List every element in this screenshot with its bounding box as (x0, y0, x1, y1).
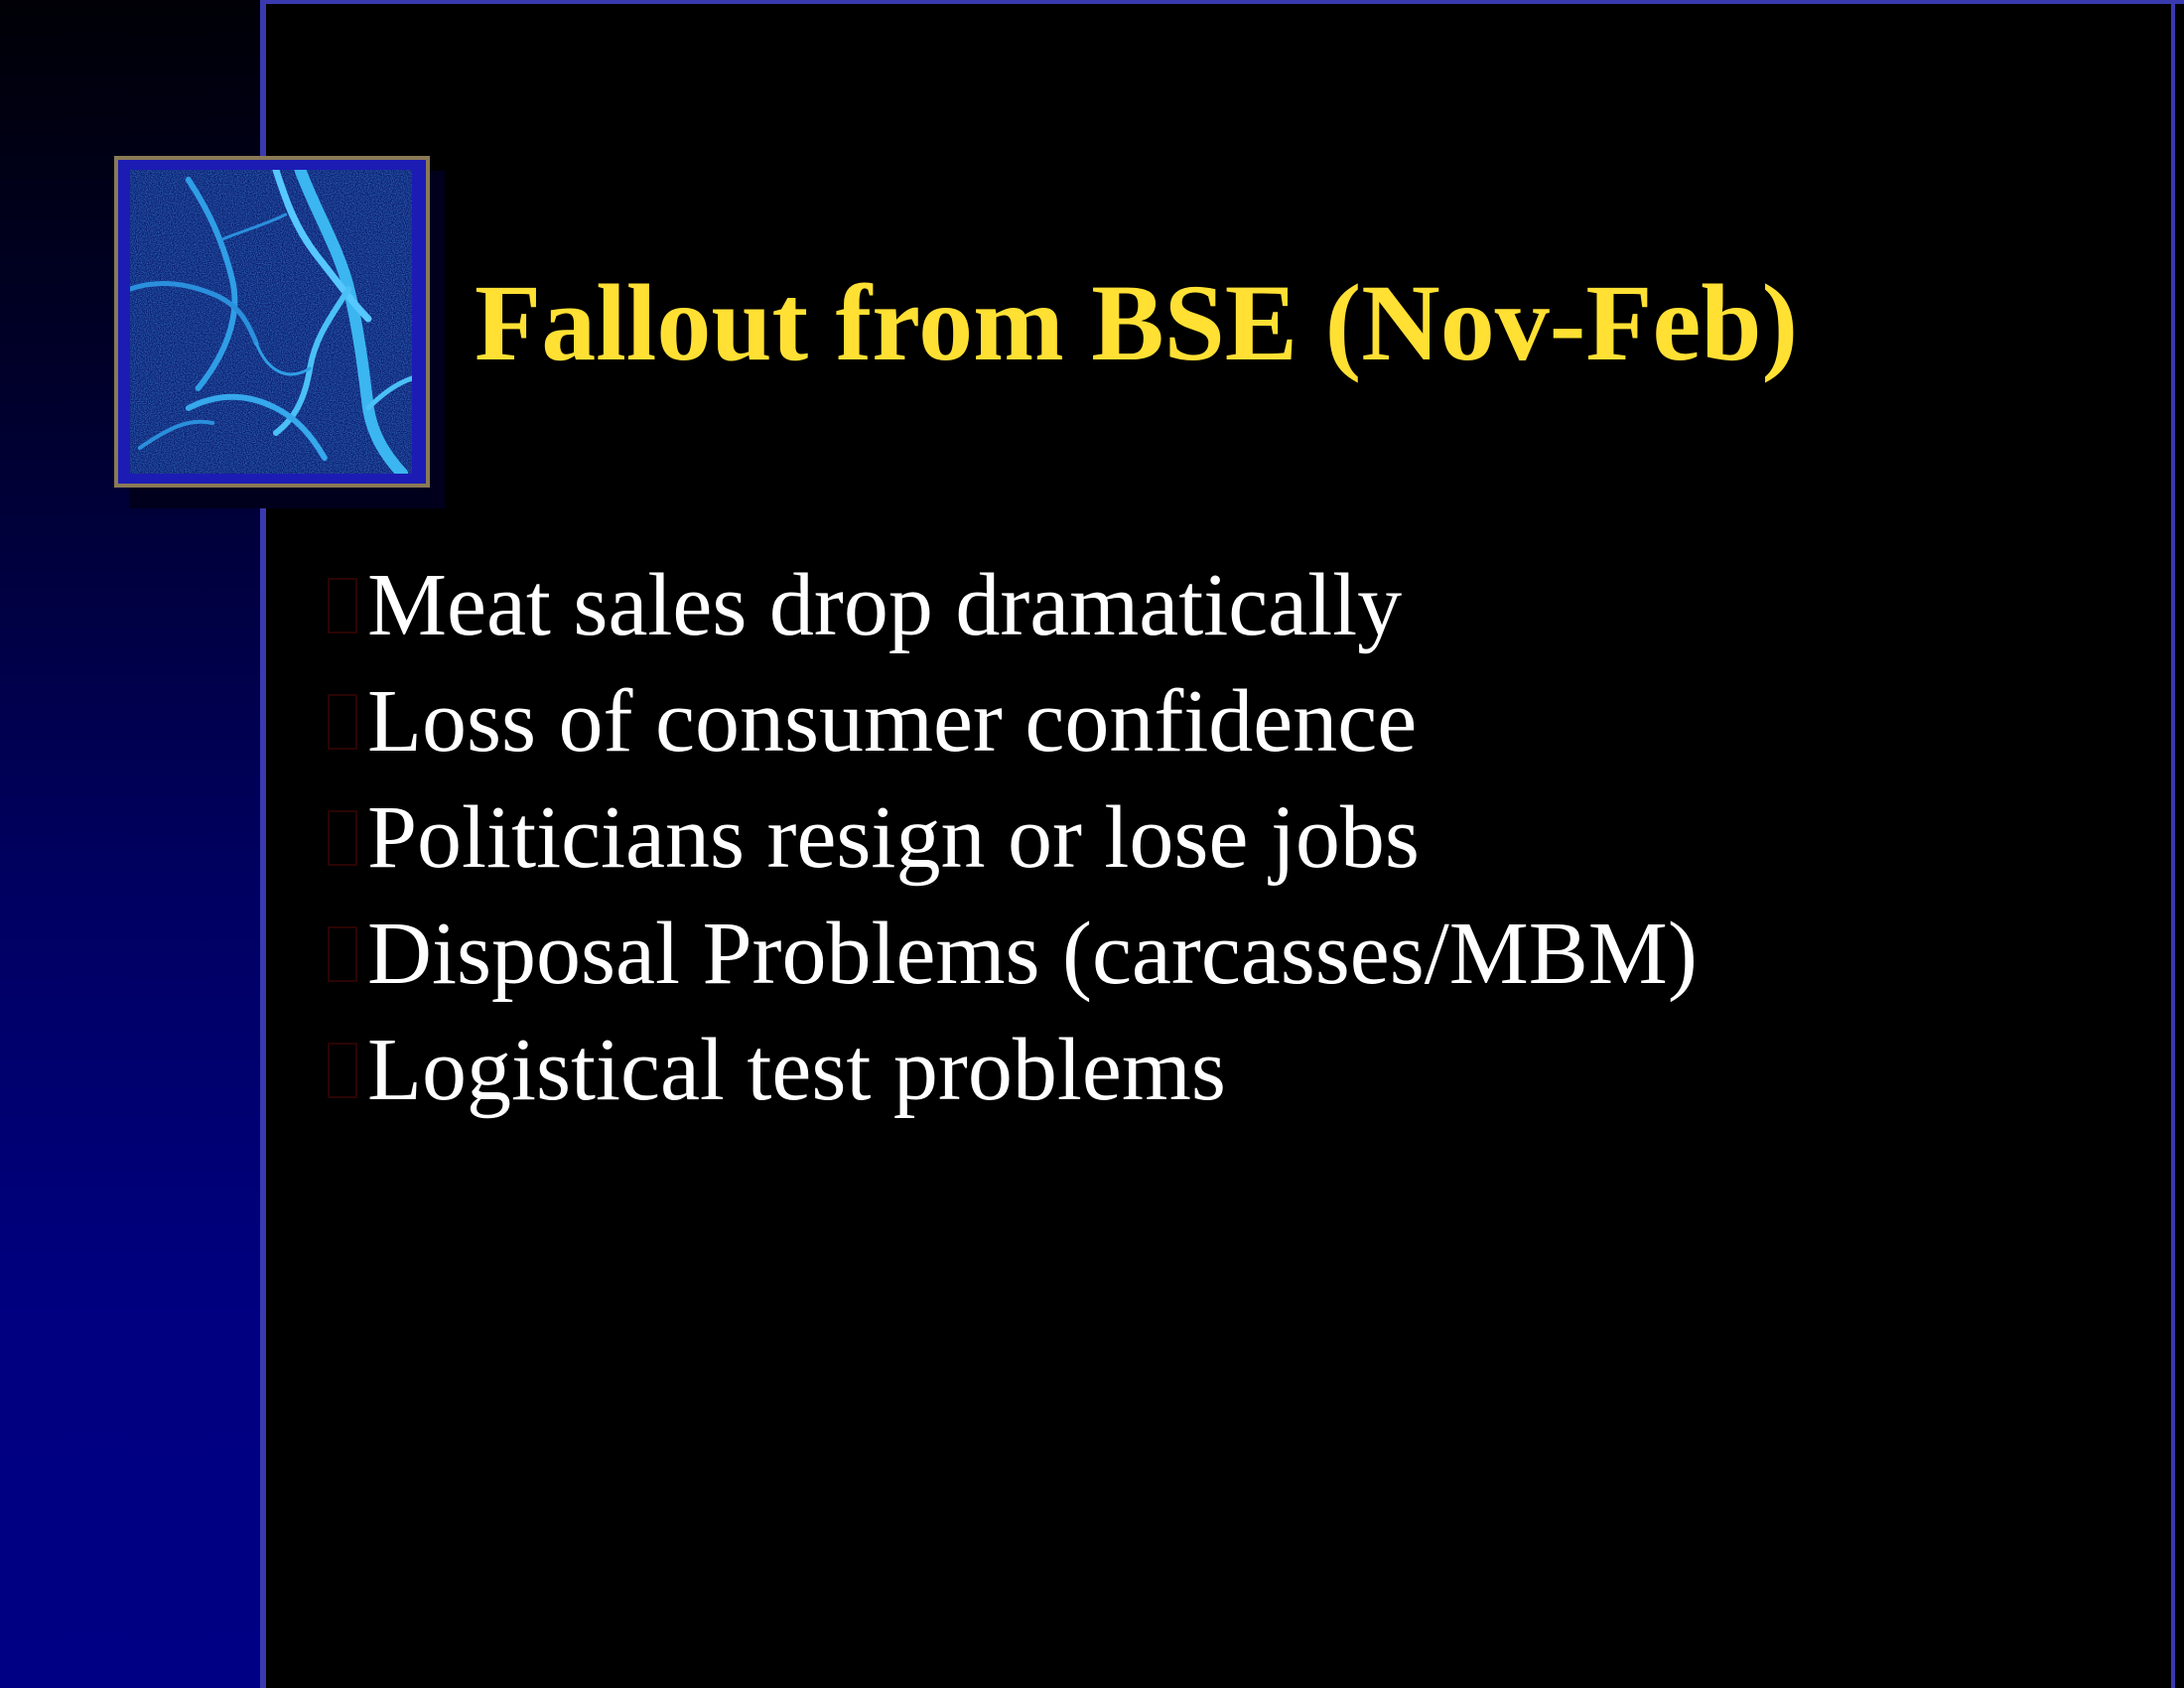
list-item: Politicians resign or lose jobs (328, 779, 1698, 896)
right-divider (2171, 0, 2175, 1688)
bullet-text: Logistical test problems (367, 1021, 1226, 1119)
bullet-list: Meat sales drop dramatically Loss of con… (328, 547, 1698, 1128)
top-divider (260, 0, 2184, 4)
blue-marble-texture-icon (130, 170, 412, 474)
list-item: Loss of consumer confidence (328, 663, 1698, 779)
square-bullet-icon (328, 577, 357, 633)
bullet-text: Meat sales drop dramatically (367, 556, 1403, 654)
content-panel (266, 4, 2171, 1688)
bullet-text: Disposal Problems (carcasses/MBM) (367, 905, 1698, 1003)
bullet-text: Loss of consumer confidence (367, 672, 1418, 771)
slide-title: Fallout from BSE (Nov-Feb) (475, 262, 1799, 383)
square-bullet-icon (328, 693, 357, 750)
square-bullet-icon (328, 925, 357, 982)
list-item: Logistical test problems (328, 1012, 1698, 1128)
left-divider (260, 0, 266, 1688)
bullet-text: Politicians resign or lose jobs (367, 788, 1420, 887)
list-item: Meat sales drop dramatically (328, 547, 1698, 663)
square-bullet-icon (328, 809, 357, 866)
square-bullet-icon (328, 1042, 357, 1098)
list-item: Disposal Problems (carcasses/MBM) (328, 896, 1698, 1012)
emblem-frame (114, 156, 430, 488)
